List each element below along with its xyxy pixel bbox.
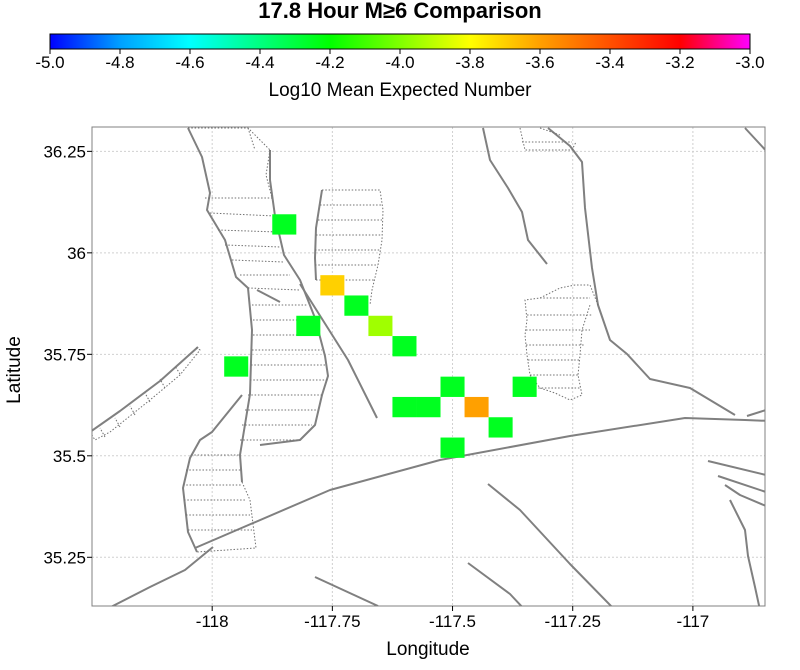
fault-line <box>482 127 548 265</box>
rupture-outline <box>519 127 577 151</box>
fault-line <box>194 417 765 549</box>
fault-line <box>487 483 613 606</box>
rupture-outline <box>247 287 301 291</box>
colorbar-tick-label: -4.4 <box>245 53 274 72</box>
rupture-outline <box>217 229 279 233</box>
heatmap-cell <box>296 315 321 337</box>
heatmap-cell <box>488 417 513 438</box>
gridlines <box>92 127 765 606</box>
y-tick-label: 36.25 <box>43 142 86 161</box>
x-tick-label: -117.25 <box>545 612 601 631</box>
heatmap-cell <box>224 356 249 377</box>
fault-line <box>92 346 199 432</box>
plot-area <box>92 127 765 606</box>
fault-line <box>256 289 281 303</box>
heatmap-cell <box>320 275 345 296</box>
chart-title: 17.8 Hour M≥6 Comparison <box>258 0 541 23</box>
colorbar-tick-label: -3.8 <box>455 53 484 72</box>
heatmap-cell <box>440 376 465 397</box>
y-tick-label: 35.25 <box>43 548 86 567</box>
fault-line <box>547 127 736 416</box>
colorbar-tick-label: -4.0 <box>385 53 414 72</box>
colorbar-tick-label: -5.0 <box>35 53 64 72</box>
fault-line <box>110 546 214 606</box>
rupture-outline <box>196 481 257 553</box>
fault-line <box>314 189 323 281</box>
rupture-outline <box>539 127 561 136</box>
y-tick-label: 35.75 <box>43 345 86 364</box>
heatmap-cell <box>512 376 537 397</box>
y-axis-ticks: 36.25 36 35.75 35.5 35.25 <box>43 142 92 567</box>
fault-line <box>724 484 765 507</box>
heatmap-cell <box>344 295 369 316</box>
x-tick-label: -117 <box>677 612 710 631</box>
heatmap-cell <box>416 396 441 418</box>
rupture-outline <box>209 212 276 217</box>
rupture-outline <box>174 365 181 375</box>
fault-line <box>717 475 765 493</box>
heatmap-cell <box>440 437 465 458</box>
rupture-outline <box>764 128 765 131</box>
rupture-outline <box>247 127 256 151</box>
colorbar-tick-label: -4.2 <box>315 53 344 72</box>
rupture-outline <box>322 189 384 306</box>
fault-line <box>729 499 761 606</box>
fault-line <box>182 394 243 553</box>
heatmap-cell <box>392 336 417 357</box>
heatmap-cell <box>392 396 417 418</box>
fault-line <box>467 562 523 606</box>
plot-frame <box>91 126 766 607</box>
fault-line <box>259 150 329 446</box>
heatmap-cells <box>224 214 537 458</box>
colorbar-ticks: -5.0 -4.8 -4.6 -4.4 -4.2 -4.0 -3.8 -3.6 -3.4 -3.2… <box>35 49 765 72</box>
colorbar-tick-label: -3.6 <box>525 53 554 72</box>
fault-lines <box>92 127 765 606</box>
heatmap-cell <box>368 315 393 337</box>
heatmap-cell <box>464 396 489 418</box>
colorbar-tick-label: -3.2 <box>665 53 694 72</box>
x-axis-label: Longitude <box>386 639 469 660</box>
fault-line <box>187 127 253 483</box>
x-axis-ticks: -118 -117.75 -117.5 -117.25 -117 <box>196 606 709 631</box>
heatmap-cell <box>272 214 297 235</box>
fault-line <box>744 127 765 152</box>
y-tick-label: 35.5 <box>53 447 86 466</box>
x-tick-label: -118 <box>196 612 229 631</box>
colorbar-tick-label: -3.0 <box>735 53 764 72</box>
y-axis-label: Latitude <box>4 336 25 404</box>
colorbar-tick-label: -3.4 <box>595 53 624 72</box>
x-tick-label: -117.75 <box>304 612 360 631</box>
fault-line <box>314 576 379 606</box>
colorbar-tick-label: -4.6 <box>175 53 204 72</box>
colorbar <box>49 33 751 50</box>
fault-line <box>746 409 765 417</box>
y-tick-label: 36 <box>67 244 86 263</box>
fault-line <box>707 460 765 476</box>
colorbar-label: Log10 Mean Expected Number <box>269 80 533 101</box>
fault-line <box>299 283 378 419</box>
rupture-outline <box>224 244 282 248</box>
rupture-outline <box>92 346 201 441</box>
x-tick-label: -117.5 <box>429 612 476 631</box>
colorbar-tick-label: -4.8 <box>105 53 134 72</box>
rupture-outline <box>231 259 285 263</box>
